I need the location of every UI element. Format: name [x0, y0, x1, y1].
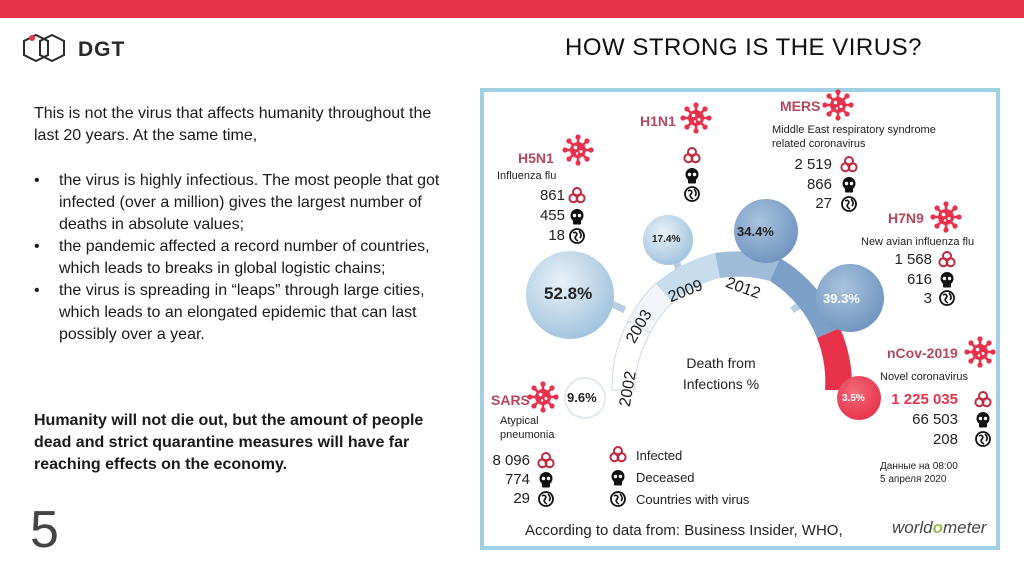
biohazard-icon	[609, 446, 627, 463]
skull-icon	[685, 168, 699, 184]
virus-infographic	[526, 88, 997, 507]
virus-icon	[963, 335, 997, 369]
arc-segment-2019	[817, 328, 853, 390]
worldometer-logo: worldometer	[892, 518, 986, 538]
ncov-countries: 208	[932, 431, 958, 448]
globe-icon	[841, 196, 857, 212]
virus-icon	[526, 380, 560, 414]
biohazard-icon	[683, 147, 701, 164]
virus-name-ncov: nCov-2019	[887, 345, 958, 361]
biohazard-icon	[840, 156, 858, 173]
biohazard-icon	[537, 452, 555, 469]
biohazard-icon	[938, 251, 956, 268]
virus-subtitle-h7n9: New avian influenza flu	[861, 236, 975, 248]
pct-h5n1: 52.8%	[544, 284, 593, 303]
bubble-h7n9	[816, 264, 884, 332]
arc-segment-2009	[656, 253, 720, 302]
page-title: HOW STRONG IS THE VIRUS?	[565, 34, 922, 61]
virus-name-h5n1: H5N1	[518, 150, 554, 166]
bullet-item: the virus is highly infectious. The most…	[34, 170, 459, 236]
pct-h1n1: 17.4%	[652, 234, 681, 245]
sars-countries: 29	[513, 490, 530, 507]
top-accent-bar	[0, 0, 1024, 18]
virus-icon	[821, 88, 855, 122]
bullet-item: the pandemic affected a record number of…	[34, 236, 459, 280]
pct-h7n9: 39.3%	[823, 291, 860, 306]
skull-icon	[842, 177, 856, 193]
bubble-ncov	[837, 376, 881, 420]
globe-icon	[538, 491, 554, 507]
virus-icon	[929, 200, 963, 234]
h7n9-countries: 3	[923, 290, 932, 307]
h5n1-deceased: 455	[539, 207, 565, 224]
dgt-logo-icon	[23, 33, 65, 63]
skull-icon	[940, 272, 954, 288]
bubble-sars	[564, 377, 606, 419]
mers-deceased: 866	[806, 176, 832, 193]
skull-icon	[976, 412, 990, 428]
date-note: Данные на 08:00 5 апреля 2020	[880, 461, 958, 485]
pct-ncov: 3.5%	[842, 393, 865, 404]
legend-deceased: Deceased	[636, 470, 695, 485]
virus-subtitle-sars: Atypical pneumonia	[500, 415, 555, 441]
virus-name-h7n9: H7N9	[888, 210, 924, 226]
conclusion-text: Humanity will not die out, but the amoun…	[34, 412, 424, 473]
biohazard-icon	[974, 391, 992, 408]
ncov-infected: 1 225 035	[891, 391, 958, 408]
h5n1-infected: 861	[539, 187, 565, 204]
biohazard-icon	[568, 187, 586, 204]
source-text: According to data from: Business Insider…	[525, 522, 843, 539]
worldometer-text-o: o	[932, 518, 944, 537]
mers-countries: 27	[815, 195, 832, 212]
legend-infected: Infected	[636, 448, 683, 463]
virus-name-h1n1: H1N1	[640, 113, 676, 129]
globe-icon	[939, 290, 955, 306]
virus-name-sars: SARS	[491, 392, 530, 408]
bubble-h5n1	[526, 251, 614, 339]
sars-deceased: 774	[504, 471, 530, 488]
bubble-mers	[734, 199, 798, 263]
virus-icon	[561, 133, 595, 167]
center-label: Death from Infections %	[682, 355, 760, 392]
skull-icon	[570, 209, 584, 225]
ncov-deceased: 66 503	[912, 411, 958, 428]
virus-subtitle-h5n1: Influenza flu	[497, 170, 557, 182]
bullet-item: the virus is spreading in “leaps” throug…	[34, 280, 459, 346]
worldometer-text-a: world	[892, 518, 933, 537]
globe-icon	[684, 186, 700, 202]
h7n9-infected: 1 568	[894, 251, 932, 268]
globe-icon	[975, 431, 991, 447]
skull-icon	[539, 472, 553, 488]
virus-icon	[679, 101, 713, 135]
pct-sars: 9.6%	[567, 390, 597, 405]
bullet-list: the virus is highly infectious. The most…	[34, 170, 459, 346]
h7n9-deceased: 616	[906, 271, 932, 288]
arc-segment-2013	[770, 258, 840, 338]
virus-subtitle-ncov: Novel coronavirus	[880, 371, 969, 383]
virus-subtitle-mers: Middle East respiratory syndrome related…	[772, 124, 936, 150]
page-number: 5	[30, 501, 59, 559]
legend-countries: Countries with virus	[636, 492, 750, 507]
h5n1-countries: 18	[548, 227, 565, 244]
pct-mers: 34.4%	[737, 224, 774, 239]
bubble-h1n1	[643, 215, 693, 265]
worldometer-text-b: meter	[943, 518, 987, 537]
virus-name-mers: MERS	[780, 98, 821, 114]
intro-paragraph: This is not the virus that affects human…	[34, 105, 432, 144]
globe-icon	[610, 491, 626, 507]
logo-text: DGT	[78, 38, 126, 61]
sars-infected: 8 096	[492, 452, 530, 469]
mers-infected: 2 519	[794, 156, 832, 173]
skull-icon	[611, 470, 625, 486]
globe-icon	[569, 228, 585, 244]
